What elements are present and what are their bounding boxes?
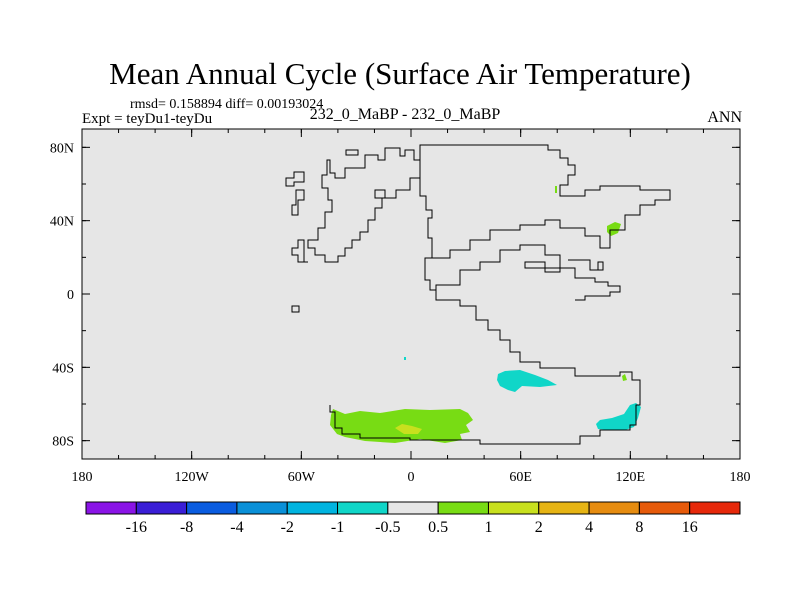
colorbar-swatch (588, 501, 640, 515)
experiment-label: Expt = teyDu1-teyDu (82, 111, 213, 127)
experiment-names: 232_0_MaBP - 232_0_MaBP (309, 106, 501, 123)
colorbar-swatch (286, 501, 339, 515)
x-tick-label: 0 (408, 470, 415, 485)
colorbar-label: -8 (180, 519, 193, 536)
anomaly-indian-ocean-cool (497, 370, 557, 392)
anomaly-antarctic-atlantic-warmer (395, 424, 422, 434)
y-tick-label: 40S (52, 361, 74, 376)
continent-outlines (285, 144, 671, 445)
colorbar-swatch (236, 501, 288, 515)
colorbar-swatch (85, 501, 137, 515)
colorbar-label: -2 (281, 519, 294, 536)
anomaly-small-cell (404, 357, 406, 360)
colorbar-label: 0.5 (428, 519, 448, 536)
x-tick-label: 120E (616, 470, 646, 485)
axes: 180 120W 60W 0 60E 120E 180 80N 40N 0 40S 80S (50, 129, 751, 485)
x-tick-label: 180 (730, 470, 751, 485)
colorbar-swatch (487, 501, 540, 515)
colorbar-label: 4 (585, 519, 593, 536)
y-tick-label: 80N (50, 141, 74, 156)
coastline-east-inlet (568, 259, 604, 271)
coastline-tethys-north (419, 144, 671, 259)
coastline-island-d (291, 305, 300, 313)
colorbar-swatch (387, 501, 439, 515)
colorbar-label: -0.5 (375, 519, 400, 536)
colorbar-label: 1 (484, 519, 492, 536)
colorbar-label: 16 (682, 519, 698, 536)
y-tick-label: 0 (67, 288, 74, 303)
colorbar-label: 8 (635, 519, 643, 536)
coastline-island-b (291, 189, 305, 216)
anomaly-arctic-asia-warm (555, 186, 557, 193)
coastline-main (307, 147, 421, 263)
colorbar-swatch (689, 501, 741, 515)
colorbar-label: -4 (230, 519, 243, 536)
coastline-island-e (374, 189, 386, 199)
colorbar-label: 2 (535, 519, 543, 536)
colorbar-label: -1 (331, 519, 344, 536)
coastline-island-a (285, 171, 305, 187)
x-tick-label: 180 (72, 470, 93, 485)
coastline-inlet (524, 261, 561, 273)
colorbar-swatch (186, 501, 238, 515)
colorbar-swatch (135, 501, 188, 515)
coastline-south-america (291, 239, 308, 263)
season-label: ANN (707, 109, 742, 126)
coastline-island-c (345, 149, 359, 156)
anomaly-shading (330, 186, 641, 443)
chart-title: Mean Annual Cycle (Surface Air Temperatu… (109, 56, 691, 91)
map-background (82, 129, 740, 459)
stats-text: rmsd= 0.158894 diff= 0.00193024 (130, 97, 324, 112)
y-tick-label: 80S (52, 435, 74, 450)
x-tick-label: 60E (509, 470, 532, 485)
x-tick-label: 120W (175, 470, 210, 485)
colorbar-swatch (638, 501, 691, 515)
anomaly-south-atlantic-warm (622, 374, 627, 381)
colorbar-swatch (337, 501, 389, 515)
anomaly-australia-antarctic-cool (596, 403, 641, 430)
coastline-supercontinent (329, 178, 641, 445)
colorbar-swatch (538, 501, 590, 515)
colorbar: -16 -8 -4 -2 -1 -0.5 0.5 1 2 4 8 16 (85, 501, 741, 536)
x-tick-label: 60W (288, 470, 316, 485)
colorbar-swatch (437, 501, 489, 515)
colorbar-label: -16 (126, 519, 147, 536)
y-tick-label: 40N (50, 215, 74, 230)
